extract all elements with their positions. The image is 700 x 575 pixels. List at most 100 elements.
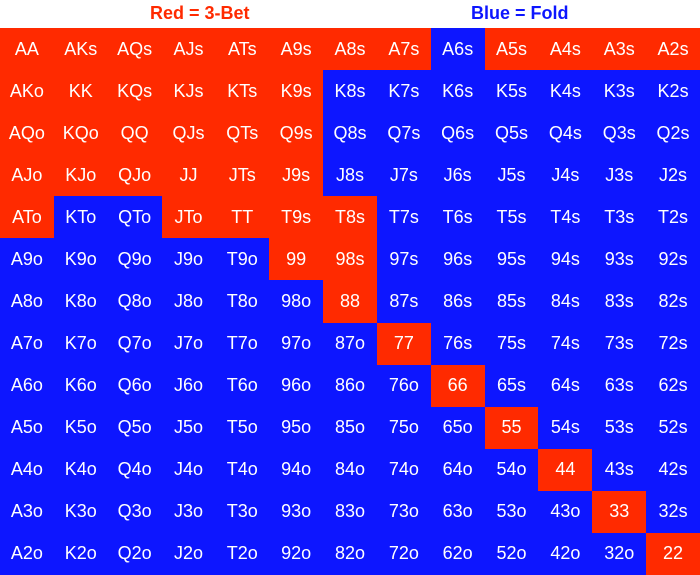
hand-cell: K4s	[538, 70, 593, 113]
hand-cell: J9s	[269, 154, 324, 197]
hand-cell: QTs	[215, 112, 270, 155]
hand-cell: J3o	[161, 490, 216, 533]
hand-cell: A8o	[0, 280, 54, 323]
hand-cell: 66	[430, 364, 485, 407]
hand-cell: J6o	[161, 364, 216, 407]
hand-cell: 88	[323, 280, 377, 323]
hand-cell: AKs	[53, 28, 108, 71]
hand-cell: T2s	[646, 196, 700, 239]
hand-cell: A3o	[0, 490, 54, 533]
hand-cell: Q2o	[107, 532, 162, 575]
hand-cell: K6s	[430, 70, 485, 113]
hand-cell: 53o	[484, 490, 539, 533]
hand-cell: K7o	[53, 322, 108, 365]
hand-cell: KQo	[53, 112, 108, 155]
hand-cell: 77	[376, 322, 431, 365]
hand-cell: T4s	[538, 196, 593, 239]
hand-cell: 62o	[430, 532, 485, 575]
hand-cell: 85o	[323, 406, 377, 449]
hand-cell: A8s	[323, 28, 377, 71]
hand-cell: J5o	[161, 406, 216, 449]
hand-cell: A2s	[646, 28, 700, 71]
hand-cell: 86s	[430, 280, 485, 323]
hand-cell: QJo	[107, 154, 162, 197]
hand-cell: A3s	[592, 28, 647, 71]
hand-cell: AJo	[0, 154, 54, 197]
hand-cell: 22	[646, 532, 700, 575]
hand-cell: Q8s	[323, 112, 377, 155]
hand-cell: T6s	[430, 196, 485, 239]
hand-cell: 94o	[269, 448, 324, 491]
hand-cell: 63s	[592, 364, 647, 407]
hand-cell: Q7s	[376, 112, 431, 155]
hand-cell: A6o	[0, 364, 54, 407]
hand-cell: AQo	[0, 112, 54, 155]
hand-cell: QJs	[161, 112, 216, 155]
hand-cell: K2s	[646, 70, 700, 113]
hand-cell: 93s	[592, 238, 647, 281]
hand-cell: 87o	[323, 322, 377, 365]
hand-cell: 55	[484, 406, 539, 449]
hand-cell: A5o	[0, 406, 54, 449]
hand-cell: J8o	[161, 280, 216, 323]
hand-cell: 65o	[430, 406, 485, 449]
hand-cell: K4o	[53, 448, 108, 491]
hand-cell: 95o	[269, 406, 324, 449]
hand-cell: J7s	[376, 154, 431, 197]
hand-cell: Q6o	[107, 364, 162, 407]
hand-cell: KQs	[107, 70, 162, 113]
hand-cell: J8s	[323, 154, 377, 197]
hand-cell: JJ	[161, 154, 216, 197]
hand-cell: A7s	[376, 28, 431, 71]
hand-cell: T5s	[484, 196, 539, 239]
hand-cell: 74o	[376, 448, 431, 491]
hand-cell: 83o	[323, 490, 377, 533]
hand-cell: Q7o	[107, 322, 162, 365]
hand-cell: 32s	[646, 490, 700, 533]
legend-red-label: Red = 3-Bet	[150, 3, 250, 23]
hand-cell: AKo	[0, 70, 54, 113]
hand-cell: 62s	[646, 364, 700, 407]
hand-cell: J6s	[430, 154, 485, 197]
hand-cell: 87s	[376, 280, 431, 323]
hand-cell: 84o	[323, 448, 377, 491]
hand-cell: 85s	[484, 280, 539, 323]
hand-cell: 43s	[592, 448, 647, 491]
hand-cell: 54o	[484, 448, 539, 491]
hand-cell: A6s	[430, 28, 485, 71]
hand-cell: Q4o	[107, 448, 162, 491]
hand-cell: T9o	[215, 238, 270, 281]
hand-cell: 82o	[323, 532, 377, 575]
hand-cell: KTs	[215, 70, 270, 113]
hand-cell: JTs	[215, 154, 270, 197]
hand-cell: Q3s	[592, 112, 647, 155]
hand-cell: K9s	[269, 70, 324, 113]
hand-cell: 72o	[376, 532, 431, 575]
hand-cell: 42o	[538, 532, 593, 575]
hand-cell: TT	[215, 196, 270, 239]
hand-cell: 94s	[538, 238, 593, 281]
hand-cell: 73o	[376, 490, 431, 533]
hand-cell: J2o	[161, 532, 216, 575]
hand-cell: K6o	[53, 364, 108, 407]
hand-cell: 42s	[646, 448, 700, 491]
hand-cell: T7o	[215, 322, 270, 365]
hand-cell: Q3o	[107, 490, 162, 533]
hand-cell: AQs	[107, 28, 162, 71]
hand-cell: A2o	[0, 532, 54, 575]
hand-cell: Q2s	[646, 112, 700, 155]
hand-cell: 76o	[376, 364, 431, 407]
hand-cell: 54s	[538, 406, 593, 449]
hand-cell: 99	[269, 238, 324, 281]
hand-cell: 96s	[430, 238, 485, 281]
hand-cell: 52s	[646, 406, 700, 449]
hand-cell: T7s	[376, 196, 431, 239]
hand-cell: T5o	[215, 406, 270, 449]
hand-cell: 64o	[430, 448, 485, 491]
hand-cell: J3s	[592, 154, 647, 197]
hand-cell: Q5s	[484, 112, 539, 155]
hand-cell: K9o	[53, 238, 108, 281]
hand-cell: Q5o	[107, 406, 162, 449]
hand-cell: 65s	[484, 364, 539, 407]
hand-cell: K2o	[53, 532, 108, 575]
